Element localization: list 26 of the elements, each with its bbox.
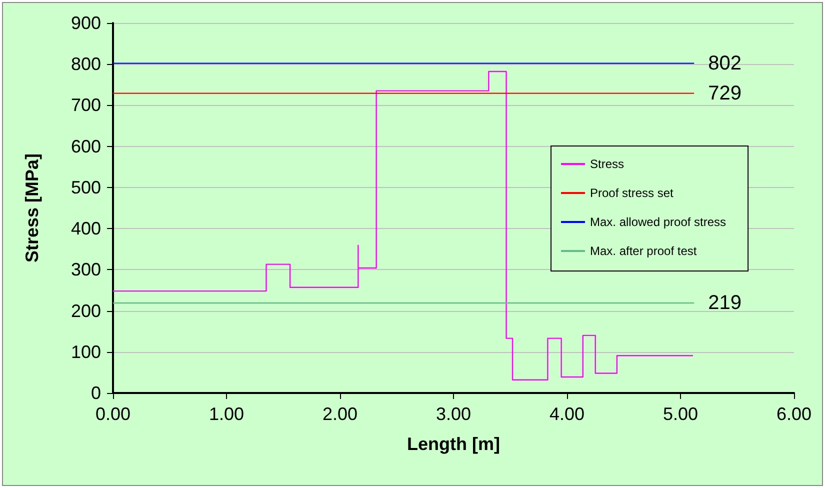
x-tick-label: 4.00 — [549, 404, 585, 424]
x-tick-label: 6.00 — [776, 404, 812, 424]
x-tick-label: 3.00 — [436, 404, 472, 424]
x-tick-label: 5.00 — [662, 404, 698, 424]
legend-label: Stress — [590, 157, 624, 171]
legend-label: Max. allowed proof stress — [590, 215, 726, 229]
data-label: 219 — [708, 292, 742, 314]
data-label: 802 — [708, 52, 742, 74]
y-tick-label: 900 — [70, 13, 101, 33]
y-tick-label: 800 — [70, 54, 101, 74]
x-tick-label: 0.00 — [95, 404, 131, 424]
y-tick-label: 400 — [70, 218, 101, 239]
y-tick-label: 300 — [70, 260, 101, 280]
y-tick-label: 100 — [70, 342, 101, 362]
y-tick-label: 0 — [90, 383, 101, 403]
x-tick-label: 1.00 — [208, 404, 244, 424]
y-tick-label: 700 — [70, 95, 101, 116]
x-tick-label: 2.00 — [322, 404, 358, 424]
x-axis-title: Length [m] — [407, 434, 500, 454]
y-tick-label: 200 — [70, 300, 101, 321]
y-tick-label: 600 — [70, 136, 101, 156]
legend-label: Max. after proof test — [590, 244, 698, 258]
y-tick-label: 500 — [70, 177, 101, 198]
y-axis-title: Stress [MPa] — [22, 153, 42, 263]
legend-label: Proof stress set — [590, 186, 674, 200]
data-label: 729 — [708, 82, 742, 104]
